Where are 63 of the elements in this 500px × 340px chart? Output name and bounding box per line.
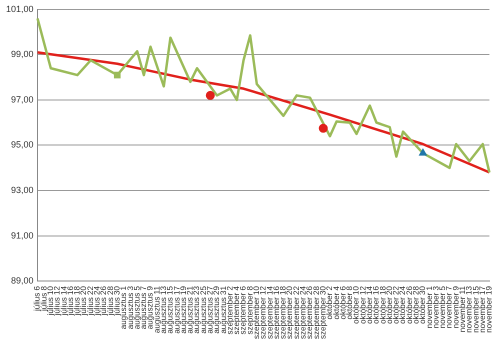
x-tick-label: október 14 [364, 286, 374, 324]
x-tick-label: augusztus 27 [206, 286, 215, 334]
y-tick-label: 95,00 [10, 140, 34, 150]
x-tick-label: november 9 [451, 286, 460, 328]
x-tick-label: július 30 [112, 286, 122, 316]
x-tick-label: október 20 [384, 286, 394, 324]
x-tick-label: október 30 [418, 286, 428, 324]
x-tick-label: július 28 [106, 286, 115, 316]
x-tick-label: szeptember 16 [272, 286, 281, 340]
x-tick-label: szeptember 6 [238, 286, 248, 335]
x-tick-label: november 15 [471, 286, 480, 333]
x-tick-label: augusztus 1 [119, 286, 128, 330]
x-tick-label: szeptember 4 [232, 286, 242, 335]
x-tick-label: július 18 [72, 286, 82, 316]
x-tick-label: augusztus 29 [212, 286, 222, 334]
x-tick-label: augusztus 23 [192, 286, 202, 334]
x-tick-label: július 20 [79, 286, 88, 316]
x-tick-label: szeptember 28 [312, 286, 321, 340]
x-tick-label: július 16 [66, 286, 75, 316]
x-tick-label: november 7 [444, 286, 454, 328]
x-tick-label: július 14 [59, 286, 68, 316]
x-tick-label: november 19 [484, 286, 494, 333]
x-tick-label: október 10 [352, 286, 361, 324]
x-tick-label: augusztus 7 [139, 286, 148, 330]
x-tick-label: július 24 [92, 286, 102, 316]
x-tick-label: október 4 [332, 286, 341, 320]
x-tick-label: július 26 [99, 286, 108, 316]
x-tick-label: július 6 [32, 286, 42, 312]
x-tick-label: július 22 [86, 286, 95, 316]
x-tick-label: szeptember 10 [252, 286, 262, 340]
x-tick-label: szeptember 22 [292, 286, 301, 340]
x-tick-label: november 3 [431, 286, 440, 328]
y-tick-label: 97,00 [10, 94, 34, 104]
x-tick-label: október 2 [325, 286, 334, 320]
x-tick-label: október 26 [404, 286, 414, 324]
x-tick-label: szeptember 8 [245, 286, 254, 335]
x-tick-label: október 18 [378, 286, 388, 324]
x-tick-label: augusztus 21 [186, 286, 195, 334]
y-tick-label: 93,00 [10, 185, 34, 196]
x-tick-label: október 6 [338, 286, 348, 320]
x-tick-label: szeptember 30 [318, 286, 328, 340]
x-tick-label: szeptember 24 [298, 286, 308, 340]
x-tick-label: július 8 [39, 286, 48, 312]
x-tick-label: szeptember 20 [285, 286, 294, 340]
x-tick-label: szeptember 14 [265, 286, 274, 340]
y-tick-label: 99,00 [10, 49, 34, 60]
x-tick-label: szeptember 18 [278, 286, 288, 340]
x-tick-label: augusztus 15 [166, 286, 175, 334]
y-tick-label: 91,00 [10, 230, 34, 240]
x-tick-label: november 17 [478, 286, 487, 333]
x-tick-label: szeptember 26 [305, 286, 314, 340]
y-tick-label: 89,00 [10, 276, 34, 286]
x-tick-label: szeptember 12 [258, 286, 268, 340]
x-tick-label: október 24 [398, 286, 408, 324]
x-tick-label: november 1 [424, 286, 434, 328]
x-tick-label: október 16 [372, 286, 381, 324]
x-tick-label: szeptember 2 [225, 286, 234, 335]
x-tick-label: július 10 [46, 286, 56, 316]
x-tick-label: augusztus 9 [146, 286, 155, 330]
x-tick-label: október 12 [358, 286, 368, 324]
y-tick-label: 101,00 [6, 4, 34, 14]
x-tick-label: július 12 [52, 286, 62, 316]
x-tick-label: november 13 [464, 286, 474, 333]
